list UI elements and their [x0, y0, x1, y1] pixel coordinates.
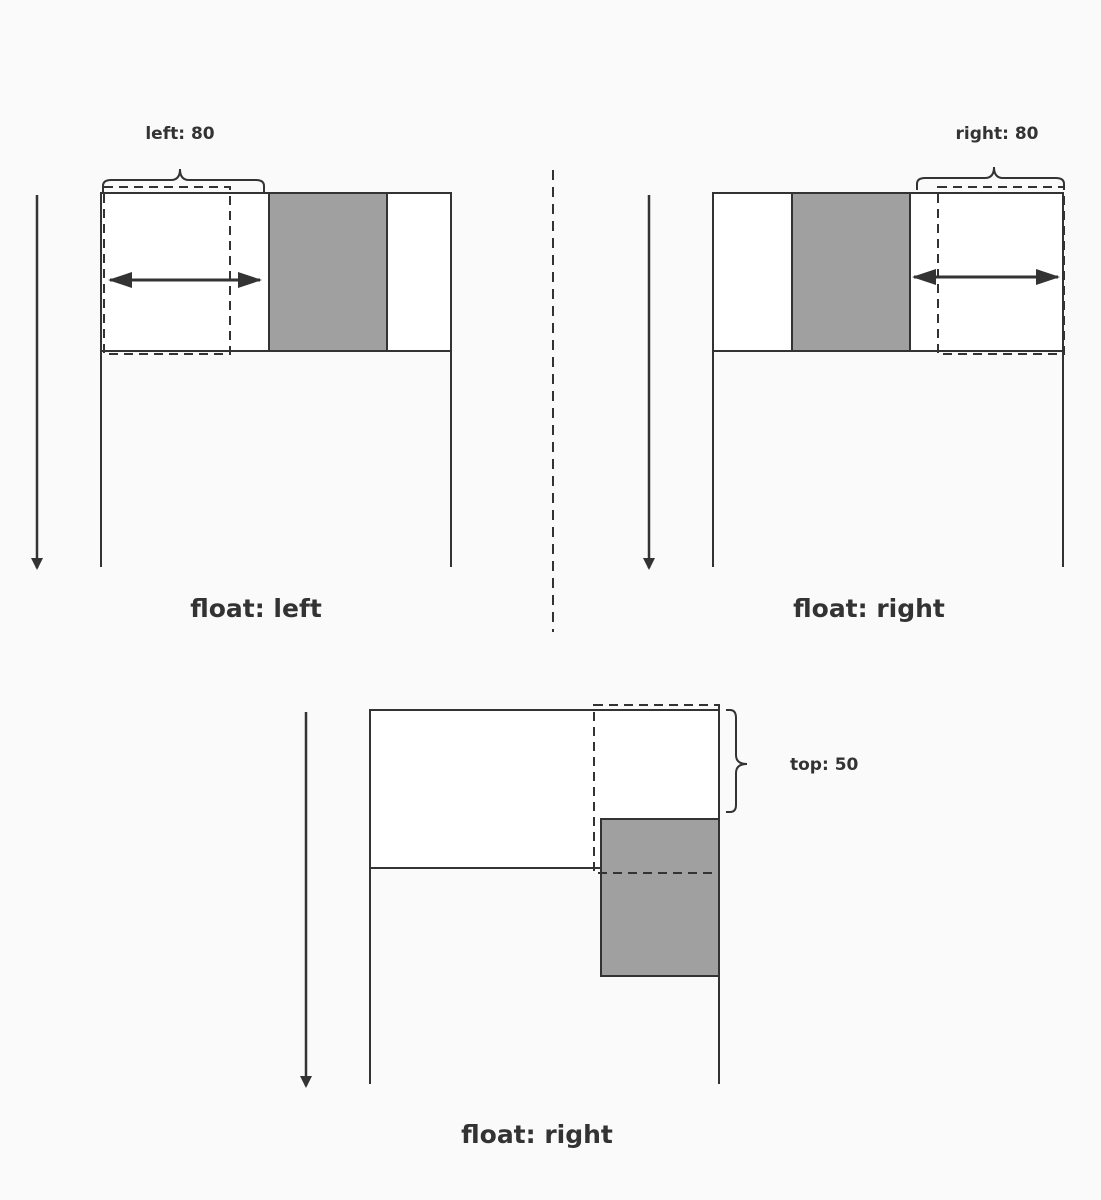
offset-brace	[102, 168, 265, 192]
caption: float: left	[190, 594, 322, 623]
offset-label: left: 80	[145, 124, 214, 144]
caption: float: right	[461, 1120, 613, 1149]
offset-brace	[916, 166, 1065, 190]
offset-label: right: 80	[956, 124, 1039, 144]
floated-box	[600, 818, 720, 977]
original-position-dashed-box	[593, 704, 720, 874]
floated-box	[791, 192, 911, 352]
caption: float: right	[793, 594, 945, 623]
offset-brace	[726, 709, 748, 813]
floated-box	[268, 192, 388, 352]
panel-float-left: left: 80 float: left	[31, 124, 452, 623]
original-position-dashed-box	[103, 186, 231, 355]
panel-float-right: right: 80 float: right	[643, 124, 1065, 623]
offset-label: top: 50	[790, 755, 859, 775]
panel-float-right-top: top: 50 float: right	[300, 704, 859, 1149]
